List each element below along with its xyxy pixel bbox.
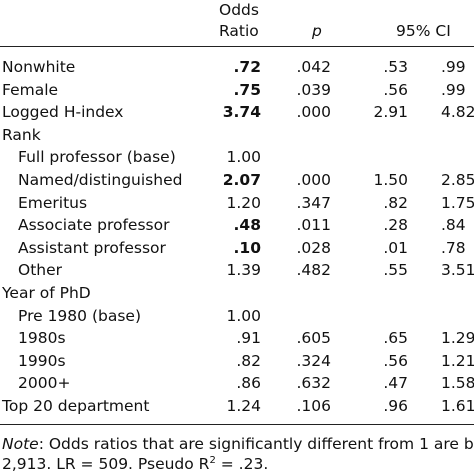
row-label: Named/distinguished xyxy=(18,171,183,189)
row-label: Pre 1980 (base) xyxy=(18,306,141,325)
note-text: : Odds ratios that are significantly dif… xyxy=(38,435,474,453)
table-row: Pre 1980 (base) 1.00 xyxy=(0,305,474,327)
ci-low-cell: .82 xyxy=(383,193,408,212)
odds-ratio-cell: 1.00 xyxy=(226,306,261,325)
table-row: Emeritus 1.20 .347 .82 1.75 xyxy=(0,192,474,214)
odds-ratio-cell: .82 xyxy=(236,351,261,370)
note-line1: Note: Odds ratios that are significantly… xyxy=(2,434,474,454)
odds-ratio-cell: 1.24 xyxy=(226,397,261,415)
ci-high-cell: .99 xyxy=(441,80,466,99)
ci-high-cell: 1.61 xyxy=(441,397,474,415)
ci-low-cell: 1.50 xyxy=(373,171,408,189)
table-row: Year of PhD xyxy=(0,282,474,304)
row-label: 1980s xyxy=(18,329,66,348)
ci-low-cell: .47 xyxy=(383,374,408,393)
note-line2: 2,913. LR = 509. Pseudo R2 = .23. xyxy=(2,454,472,474)
ci-high-cell: 1.29 xyxy=(441,329,474,348)
ci-low-cell: .53 xyxy=(383,58,408,76)
p-value-cell: .632 xyxy=(296,374,331,393)
header-rule xyxy=(0,46,474,47)
note-superscript: 2 xyxy=(209,454,216,466)
table-row: Other 1.39 .482 .55 3.51 xyxy=(0,259,474,281)
ci-low-cell: .28 xyxy=(383,216,408,235)
table-row: Top 20 department 1.24 .106 .96 1.61 xyxy=(0,395,474,417)
ci-high-cell: .78 xyxy=(441,238,466,257)
p-value-cell: .000 xyxy=(296,103,331,122)
p-value-cell: .000 xyxy=(296,171,331,189)
row-label: Top 20 department xyxy=(2,397,150,415)
row-label: 2000+ xyxy=(18,374,71,393)
row-label: 1990s xyxy=(18,351,66,370)
header-odds-line2: Ratio xyxy=(219,22,259,40)
row-label: Full professor (base) xyxy=(18,148,176,167)
table-row: Nonwhite .72 .042 .53 .99 xyxy=(0,56,474,78)
table-row: 1990s .82 .324 .56 1.21 xyxy=(0,350,474,372)
row-label: Other xyxy=(18,261,63,280)
row-label: Logged H-index xyxy=(2,103,124,122)
ci-high-cell: 1.75 xyxy=(441,193,474,212)
table-row: Associate professor .48 .011 .28 .84 xyxy=(0,214,474,236)
ci-high-cell: 1.58 xyxy=(441,374,474,393)
table-row: Rank xyxy=(0,124,474,146)
p-value-cell: .011 xyxy=(296,216,331,235)
p-value-cell: .482 xyxy=(296,261,331,280)
note-key: Note xyxy=(2,435,39,453)
odds-ratio-cell: .91 xyxy=(236,329,261,348)
odds-ratio-cell: .48 xyxy=(233,216,261,235)
ci-low-cell: .56 xyxy=(383,80,408,99)
table-row: Full professor (base) 1.00 xyxy=(0,146,474,168)
odds-ratio-cell: .10 xyxy=(233,238,261,257)
row-label: Emeritus xyxy=(18,193,88,212)
odds-ratio-cell: 3.74 xyxy=(222,103,261,122)
ci-high-cell: 1.21 xyxy=(441,351,474,370)
ci-high-cell: .99 xyxy=(441,58,466,76)
table-row: 2000+ .86 .632 .47 1.58 xyxy=(0,372,474,394)
table-row: Female .75 .039 .56 .99 xyxy=(0,79,474,101)
header-odds-line1: Odds xyxy=(219,1,259,19)
header-ci: 95% CI xyxy=(396,22,451,40)
table-row: Assistant professor .10 .028 .01 .78 xyxy=(0,237,474,259)
ci-high-cell: 2.85 xyxy=(441,171,474,189)
p-value-cell: .324 xyxy=(296,351,331,370)
ci-high-cell: 3.51 xyxy=(441,261,474,280)
ci-low-cell: .65 xyxy=(383,329,408,348)
row-label: Assistant professor xyxy=(18,238,166,257)
ci-low-cell: .01 xyxy=(383,238,408,257)
header-p: p xyxy=(312,22,322,40)
odds-ratio-cell: 1.00 xyxy=(226,148,261,167)
odds-ratio-cell: 2.07 xyxy=(222,171,261,189)
row-label: Female xyxy=(2,80,59,99)
row-label: Year of PhD xyxy=(2,284,91,302)
p-value-cell: .106 xyxy=(296,397,331,415)
bottom-rule xyxy=(0,424,474,425)
ci-low-cell: 2.91 xyxy=(373,103,408,122)
table-row: Named/distinguished 2.07 .000 1.50 2.85 xyxy=(0,169,474,191)
ci-high-cell: 4.82 xyxy=(441,103,474,122)
note-stats: 2,913. LR = 509. Pseudo R xyxy=(2,455,210,473)
p-value-cell: .028 xyxy=(296,238,331,257)
ci-high-cell: .84 xyxy=(441,216,466,235)
table-row: 1980s .91 .605 .65 1.29 xyxy=(0,327,474,349)
row-label: Rank xyxy=(2,125,41,144)
table-note: Note: Odds ratios that are significantly… xyxy=(2,434,474,474)
ci-low-cell: .55 xyxy=(383,261,408,280)
table-row: Logged H-index 3.74 .000 2.91 4.82 xyxy=(0,101,474,123)
odds-ratio-cell: .75 xyxy=(233,80,261,99)
row-label: Nonwhite xyxy=(2,58,76,76)
ci-low-cell: .96 xyxy=(383,397,408,415)
odds-ratio-cell: .72 xyxy=(233,58,261,76)
p-value-cell: .042 xyxy=(296,58,331,76)
p-value-cell: .039 xyxy=(296,80,331,99)
p-value-cell: .347 xyxy=(296,193,331,212)
row-label: Associate professor xyxy=(18,216,170,235)
odds-ratio-cell: 1.20 xyxy=(226,193,261,212)
ci-low-cell: .56 xyxy=(383,351,408,370)
note-stats-end: = .23. xyxy=(215,455,269,473)
p-value-cell: .605 xyxy=(296,329,331,348)
odds-ratio-cell: .86 xyxy=(236,374,261,393)
odds-ratio-cell: 1.39 xyxy=(226,261,261,280)
